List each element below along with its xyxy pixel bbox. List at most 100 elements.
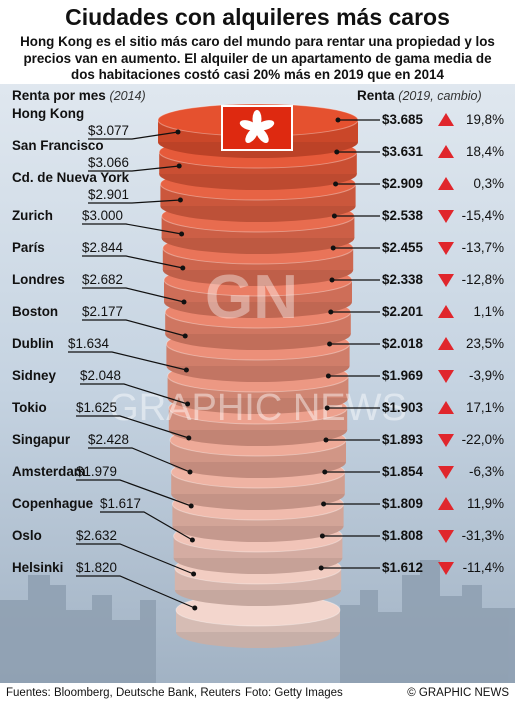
leader-line-left bbox=[88, 199, 181, 204]
rent-2014-label: $1.979 bbox=[76, 464, 117, 479]
change-label: -11,4% bbox=[462, 560, 504, 575]
coin-layer bbox=[175, 593, 341, 648]
skyline-buildings bbox=[0, 560, 515, 685]
city-label: Tokio bbox=[12, 400, 47, 415]
rent-2014-label: $2.177 bbox=[82, 304, 123, 319]
header-rent-2019: Renta (2019, cambio) bbox=[357, 88, 482, 103]
leader-dot-right bbox=[323, 437, 329, 443]
leader-dot-left bbox=[183, 367, 189, 373]
hong-kong-flag-icon bbox=[221, 105, 293, 151]
footer-sources: Fuentes: Bloomberg, Deutsche Bank, Reute… bbox=[6, 687, 241, 699]
city-label: Dublin bbox=[12, 336, 54, 351]
change-label: -3,9% bbox=[469, 368, 504, 383]
rent-2019-label: $3.685 bbox=[382, 112, 423, 127]
rent-2019-label: $2.538 bbox=[382, 208, 423, 223]
leader-dot-left bbox=[189, 537, 195, 543]
leader-dot-right bbox=[321, 501, 327, 507]
arrow-down-icon bbox=[438, 466, 454, 479]
leader-dot-right bbox=[334, 149, 340, 155]
rent-2019-label: $2.455 bbox=[382, 240, 423, 255]
rent-2019-label: $2.201 bbox=[382, 304, 423, 319]
arrow-down-icon bbox=[438, 530, 454, 543]
coin-layer bbox=[167, 359, 349, 414]
rent-2019-label: $3.631 bbox=[382, 144, 423, 159]
city-label: Boston bbox=[12, 304, 59, 319]
leader-dot-left bbox=[176, 163, 182, 169]
coin-stack bbox=[157, 103, 359, 648]
rent-2014-label: $1.625 bbox=[76, 400, 117, 415]
arrow-up-icon bbox=[438, 401, 454, 414]
city-label: Londres bbox=[12, 272, 65, 287]
leader-line-left bbox=[68, 351, 187, 371]
leader-dot-left bbox=[175, 129, 181, 135]
rent-2014-label: $2.844 bbox=[82, 240, 123, 255]
rent-2019-label: $1.854 bbox=[382, 464, 423, 479]
leader-dot-right bbox=[319, 533, 325, 539]
chart-subtitle: Hong Kong es el sitio más caro del mundo… bbox=[20, 34, 495, 82]
change-label: -15,4% bbox=[461, 208, 504, 223]
leader-dot-right bbox=[328, 309, 334, 315]
rent-2019-label: $1.893 bbox=[382, 432, 423, 447]
city-label: Copenhague bbox=[12, 496, 94, 511]
rent-2019-label: $2.018 bbox=[382, 336, 423, 351]
city-label: Oslo bbox=[12, 528, 42, 543]
leader-dot-right bbox=[322, 469, 328, 475]
rent-2019-label: $1.969 bbox=[382, 368, 423, 383]
rent-2014-label: $2.632 bbox=[76, 528, 117, 543]
leader-line-left bbox=[76, 543, 194, 575]
change-label: 17,1% bbox=[466, 400, 504, 415]
leader-lines bbox=[68, 119, 380, 609]
leader-line-left bbox=[88, 165, 180, 172]
leader-dot-right bbox=[318, 565, 324, 571]
rent-2014-label: $1.617 bbox=[100, 496, 141, 511]
arrow-up-icon bbox=[438, 113, 454, 126]
leader-line-left bbox=[82, 255, 183, 269]
arrow-up-icon bbox=[438, 177, 454, 190]
change-label: -13,7% bbox=[461, 240, 504, 255]
arrow-down-icon bbox=[438, 210, 454, 223]
city-label: París bbox=[12, 240, 45, 255]
leader-dot-left bbox=[191, 571, 197, 577]
city-label: Hong Kong bbox=[12, 106, 85, 121]
city-label: Amsterdam bbox=[12, 464, 86, 479]
leader-dot-left bbox=[182, 333, 188, 339]
leader-dot-right bbox=[333, 181, 339, 187]
leader-dot-left bbox=[180, 265, 186, 271]
arrow-down-icon bbox=[438, 434, 454, 447]
leader-line-left bbox=[82, 223, 182, 235]
header-rent-2019-label: Renta bbox=[357, 88, 395, 103]
change-label: 23,5% bbox=[466, 336, 504, 351]
leader-line-left bbox=[88, 447, 191, 473]
leader-line-left bbox=[82, 319, 186, 337]
leader-line-left bbox=[100, 511, 193, 541]
chart-title: Ciudades con alquileres más caros bbox=[65, 4, 450, 30]
arrow-up-icon bbox=[438, 305, 454, 318]
change-label: -12,8% bbox=[461, 272, 504, 287]
rent-2014-label: $1.820 bbox=[76, 560, 117, 575]
city-label: Sidney bbox=[12, 368, 56, 383]
leader-line-left bbox=[76, 415, 189, 439]
leader-dot-right bbox=[330, 245, 336, 251]
leader-dot-left bbox=[188, 503, 194, 509]
leader-line-left bbox=[82, 287, 185, 303]
leader-dot-right bbox=[329, 277, 335, 283]
city-label: San Francisco bbox=[12, 138, 104, 153]
leader-dot-left bbox=[179, 231, 185, 237]
leader-dot-right bbox=[325, 373, 331, 379]
change-label: -22,0% bbox=[461, 432, 504, 447]
leader-dot-right bbox=[324, 405, 330, 411]
leader-dot-left bbox=[186, 435, 192, 441]
leader-line-left bbox=[80, 383, 188, 405]
leader-dot-right bbox=[331, 213, 337, 219]
change-label: 11,9% bbox=[467, 496, 504, 511]
rent-2014-label: $3.066 bbox=[88, 155, 129, 170]
arrow-down-icon bbox=[438, 562, 454, 575]
leader-line-left bbox=[76, 575, 196, 609]
header-rent-2014: Renta por mes (2014) bbox=[12, 88, 146, 103]
rent-2019-label: $1.903 bbox=[382, 400, 423, 415]
city-label: Helsinki bbox=[12, 560, 64, 575]
header-rent-2014-label: Renta por mes bbox=[12, 88, 106, 103]
footer: Fuentes: Bloomberg, Deutsche Bank, Reute… bbox=[0, 683, 515, 705]
arrow-up-icon bbox=[438, 145, 454, 158]
